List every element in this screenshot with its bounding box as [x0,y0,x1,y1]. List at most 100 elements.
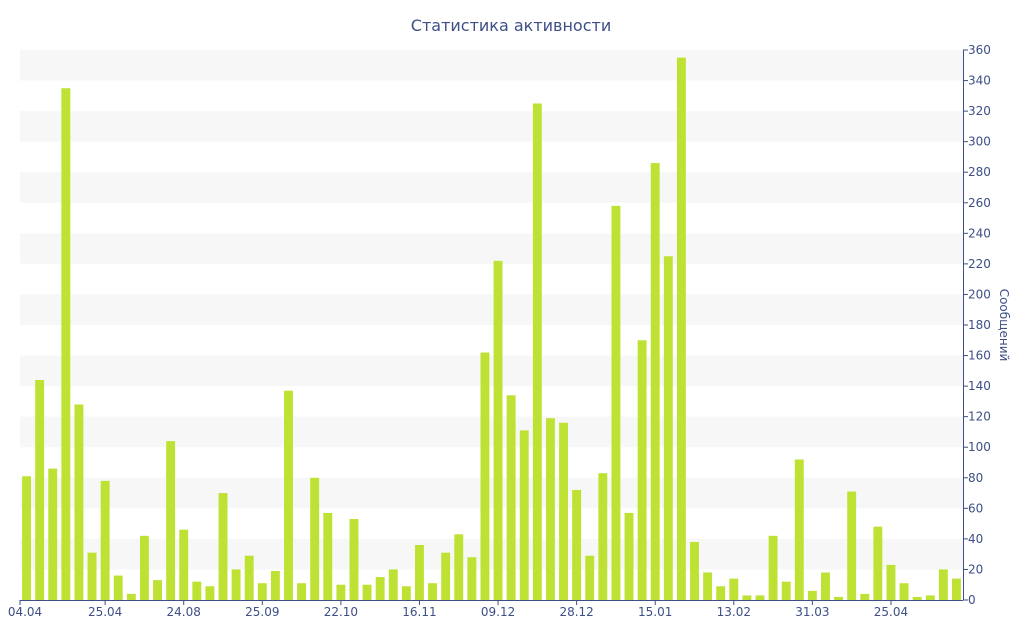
bar [205,586,215,600]
grid-band [20,355,963,387]
y-tick-label: 200 [968,287,991,301]
bar [401,586,411,600]
bar [244,555,254,600]
y-tick-label: 120 [968,410,991,424]
bar [192,581,202,600]
y-tick-label: 360 [968,43,991,57]
bar [310,477,320,600]
bar [480,352,490,600]
bar [690,541,699,600]
bar [375,577,385,600]
grid-band [20,50,963,81]
x-tick-label: 25.04 [874,605,908,619]
bar [781,581,791,600]
bar [912,596,922,600]
y-axis-label: Сообщений [997,289,1011,362]
bar [74,404,84,600]
bar [572,490,582,600]
bar [925,595,935,600]
bar [336,584,346,600]
x-tick-label: 24.08 [167,605,201,619]
y-tick-label: 180 [968,318,991,332]
bar [860,593,870,600]
bar [362,584,372,600]
bar [794,459,804,600]
bar [742,595,752,600]
bar [87,552,97,600]
grid-band [20,233,963,264]
x-tick-label: 16.11 [402,605,436,619]
y-tick-label: 300 [968,135,991,149]
bar [768,535,778,600]
chart-title: Статистика активности [411,16,611,35]
bar [153,580,162,600]
y-tick-label: 20 [968,562,983,576]
y-tick-label: 220 [968,257,991,271]
bar [415,545,424,600]
grid-band [20,294,963,325]
bar [179,529,189,600]
bar [821,572,830,600]
bar [139,535,149,600]
bar [729,578,739,600]
bar [48,468,58,600]
bar [454,534,464,600]
bar [755,595,765,600]
grid-band [20,477,963,509]
x-axis: 04.04 25.04 24.08 25.09 22.10 16.11 09.12 28.12… [8,600,963,619]
grid-bands [20,50,963,570]
bar [297,583,307,600]
bar [218,493,228,600]
bar [938,569,948,600]
bar [349,519,359,600]
bar [284,390,293,600]
bar [100,480,110,600]
grid-band [20,538,963,570]
bar [834,596,844,600]
grid-band [20,111,963,142]
bar [598,473,608,600]
bar [624,512,634,600]
x-tick-label: 28.12 [559,605,593,619]
bar [650,163,660,601]
bar [231,569,241,600]
bar [428,583,438,600]
x-tick-label: 31.03 [795,605,829,619]
x-tick-label: 25.04 [88,605,122,619]
y-tick-label: 240 [968,226,991,240]
bar [35,380,45,600]
bar [270,570,280,600]
bar [257,583,267,600]
x-tick-label: 25.09 [245,605,279,619]
bar [703,572,713,600]
bar [611,205,621,601]
x-tick-label: 15.01 [638,605,672,619]
y-tick-label: 260 [968,196,991,210]
x-tick-label: 09.12 [481,605,515,619]
bar [61,88,71,600]
bar [663,256,673,600]
x-tick-label: 13.02 [717,605,751,619]
bar [506,395,516,600]
bar [807,590,817,600]
bar [873,526,883,600]
bar [886,564,896,600]
bar [441,552,451,600]
y-tick-label: 0 [968,593,976,607]
y-tick-label: 320 [968,104,991,118]
bars [22,57,961,601]
grid-band [20,172,963,203]
x-tick-label: 22.10 [324,605,358,619]
y-tick-label: 140 [968,379,991,393]
bar [467,557,477,600]
bar [676,57,686,600]
bar [22,476,32,600]
bar [126,593,136,600]
bar [323,512,333,600]
bar [716,586,726,600]
bar [493,260,503,600]
bar [166,441,176,600]
y-tick-label: 80 [968,471,983,485]
y-tick-label: 280 [968,165,991,179]
